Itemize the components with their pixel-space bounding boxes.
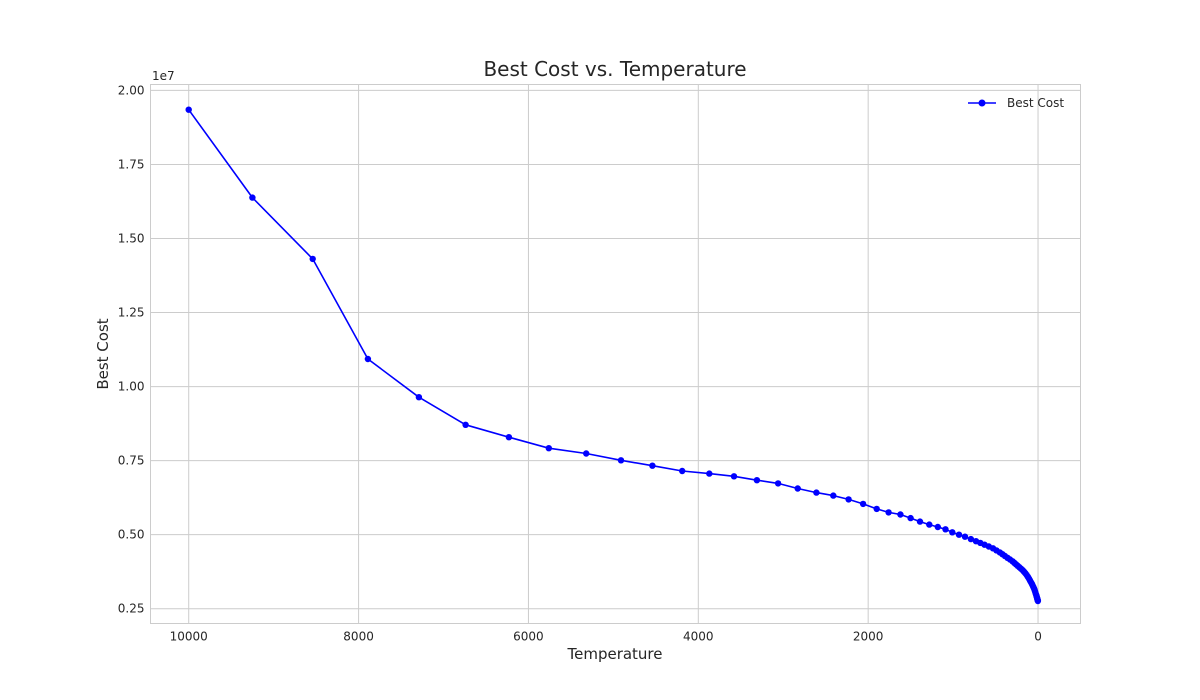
y-tick-label: 0.50 bbox=[118, 528, 145, 542]
data-point bbox=[907, 514, 914, 522]
series-line bbox=[188, 109, 1039, 602]
y-axis-label: Best Cost bbox=[94, 318, 112, 389]
data-point bbox=[364, 355, 372, 363]
legend-marker bbox=[978, 99, 986, 107]
data-point bbox=[545, 445, 552, 452]
data-point bbox=[415, 394, 423, 401]
y-axis: 0.25 0.50 0.75 1.00 1.25 1.50 1.75 2.00 bbox=[118, 83, 145, 615]
x-tick-label: 6000 bbox=[513, 630, 544, 644]
y-tick-label: 1.00 bbox=[118, 380, 145, 394]
y-tick-label: 2.00 bbox=[118, 83, 145, 97]
y-tick-label: 0.75 bbox=[118, 454, 145, 468]
data-point bbox=[949, 529, 956, 536]
data-point bbox=[706, 470, 713, 477]
y-tick-label: 1.25 bbox=[118, 306, 145, 320]
data-point bbox=[774, 480, 782, 487]
x-tick-label: 0 bbox=[1034, 630, 1042, 644]
legend: Best Cost bbox=[968, 96, 1064, 110]
data-point bbox=[617, 457, 625, 464]
data-point bbox=[955, 531, 963, 538]
x-tick-label: 2000 bbox=[853, 630, 884, 644]
plot-frame bbox=[150, 84, 1081, 624]
x-tick-label: 4000 bbox=[683, 630, 714, 644]
legend-label: Best Cost bbox=[1007, 96, 1064, 110]
data-point bbox=[845, 496, 852, 503]
data-point bbox=[185, 106, 192, 113]
y-tick-label: 1.50 bbox=[118, 232, 145, 246]
x-axis: 10000 8000 6000 4000 2000 0 bbox=[170, 630, 1042, 644]
data-point bbox=[679, 467, 686, 475]
series-best-cost bbox=[185, 106, 1042, 605]
chart-title: Best Cost vs. Temperature bbox=[483, 57, 746, 81]
data-point bbox=[249, 194, 256, 201]
data-point bbox=[830, 492, 837, 499]
y-tick-label: 1.75 bbox=[118, 157, 145, 171]
data-point bbox=[942, 526, 949, 533]
data-point bbox=[1034, 597, 1042, 605]
data-point bbox=[885, 509, 892, 516]
x-tick-label: 8000 bbox=[343, 630, 374, 644]
data-point bbox=[309, 255, 316, 263]
data-point bbox=[753, 477, 761, 484]
data-point bbox=[583, 450, 590, 457]
y-offset-label: 1e7 bbox=[152, 69, 175, 83]
data-point bbox=[813, 489, 820, 496]
x-axis-label: Temperature bbox=[566, 645, 662, 663]
data-point bbox=[873, 505, 880, 513]
data-point bbox=[730, 473, 738, 480]
data-point bbox=[961, 533, 969, 540]
data-point bbox=[926, 521, 933, 528]
data-point bbox=[967, 535, 975, 543]
data-point bbox=[505, 434, 513, 441]
grid bbox=[150, 84, 1081, 624]
data-point bbox=[649, 462, 656, 469]
y-tick-label: 0.25 bbox=[118, 602, 145, 616]
data-point bbox=[462, 421, 469, 428]
data-point bbox=[897, 511, 904, 518]
data-point bbox=[916, 518, 924, 525]
data-point bbox=[859, 500, 867, 508]
data-point bbox=[934, 523, 941, 531]
data-point bbox=[794, 485, 801, 492]
x-tick-label: 10000 bbox=[170, 630, 208, 644]
